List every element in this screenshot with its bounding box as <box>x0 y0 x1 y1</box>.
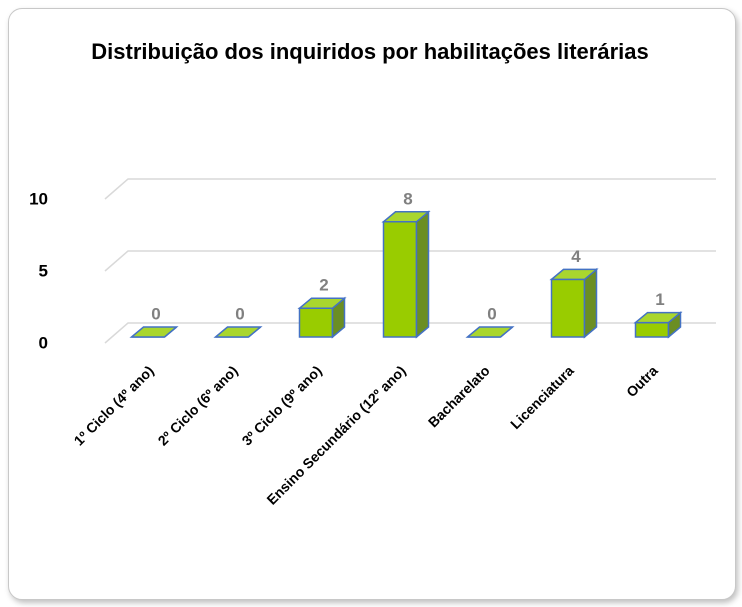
chart-card <box>8 8 736 600</box>
y-tick-label: 0 <box>39 333 48 352</box>
value-label: 0 <box>151 304 160 323</box>
y-tick-label: 10 <box>29 189 48 208</box>
bar-front <box>382 221 418 338</box>
value-label: 8 <box>403 189 412 208</box>
bar-top <box>549 268 599 281</box>
bar-top <box>633 311 683 324</box>
bar <box>129 326 179 338</box>
bar-front <box>298 307 334 338</box>
x-tick-label: Licenciatura <box>507 362 577 432</box>
bar-top <box>297 297 347 309</box>
grid-line <box>104 178 716 200</box>
bar-top <box>465 326 515 338</box>
x-tick-label: Bacharelato <box>425 362 493 430</box>
x-tick-label: 3º Ciclo (9º ano) <box>239 362 325 448</box>
grid-line <box>104 250 716 272</box>
bar-front <box>550 278 586 338</box>
x-tick-label: 2º Ciclo (6º ano) <box>155 362 241 448</box>
y-tick-label: 5 <box>39 261 48 280</box>
bar-side <box>583 267 598 339</box>
bar <box>381 210 431 339</box>
bar <box>549 267 599 339</box>
bar-top <box>129 326 179 338</box>
bar-front <box>634 321 670 338</box>
bar-top <box>213 326 263 338</box>
x-tick-label: Ensino Secundário (12º ano) <box>263 362 408 507</box>
bar <box>213 326 263 338</box>
bar-top <box>381 211 431 223</box>
value-label: 1 <box>655 290 664 309</box>
value-label: 0 <box>235 304 244 323</box>
grid-line <box>104 322 716 344</box>
bar-side <box>415 210 430 339</box>
value-label: 0 <box>487 304 496 323</box>
x-tick-label: Outra <box>623 362 661 400</box>
bar <box>297 296 347 339</box>
bar <box>633 310 683 339</box>
chart-title: Distribuição dos inquiridos por habilita… <box>91 39 649 64</box>
value-label: 2 <box>319 276 328 295</box>
value-label: 4 <box>571 247 581 266</box>
x-tick-label: 1º Ciclo (4º ano) <box>71 362 157 448</box>
bar <box>465 326 515 338</box>
